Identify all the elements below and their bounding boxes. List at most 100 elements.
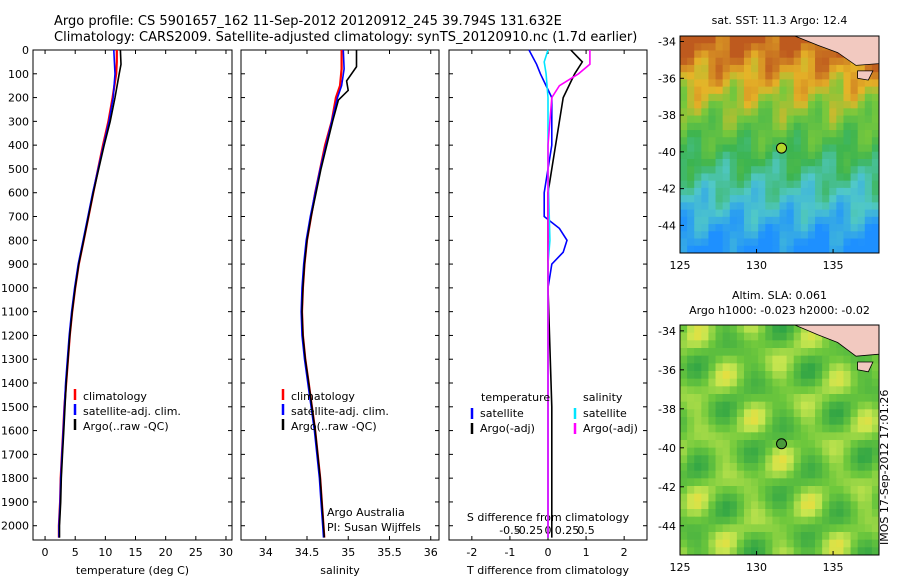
- map-cell: [743, 348, 752, 357]
- map-cell: [807, 43, 816, 52]
- map-cell: [779, 130, 788, 138]
- map-cell: [758, 386, 766, 395]
- map-cell: [772, 86, 781, 95]
- map-cell: [708, 355, 717, 364]
- map-cell: [807, 130, 816, 138]
- map-cell: [680, 231, 688, 240]
- map-cell: [701, 447, 710, 456]
- map-cell: [751, 447, 759, 456]
- map-cell: [779, 470, 788, 479]
- map-cell: [793, 245, 802, 253]
- map-cell: [758, 509, 766, 518]
- map-cell: [765, 348, 773, 357]
- map-cell: [701, 245, 710, 253]
- map-cell: [843, 401, 852, 410]
- map-cell: [772, 79, 781, 88]
- map-cell: [836, 187, 845, 196]
- map-cell: [751, 158, 759, 167]
- map-cell: [743, 202, 752, 211]
- map-cell: [800, 101, 809, 109]
- map-cell: [822, 355, 830, 364]
- map-cell: [715, 539, 724, 548]
- map-cell: [751, 122, 759, 131]
- map-cell: [765, 57, 773, 66]
- map-cell: [857, 401, 866, 410]
- map-cell: [736, 463, 745, 472]
- map-cell: [779, 209, 788, 218]
- map-cell: [736, 245, 745, 253]
- map-cell: [701, 166, 710, 175]
- map-cell: [751, 478, 759, 487]
- map-cell: [807, 340, 816, 349]
- map-cell: [800, 332, 809, 341]
- map-cell: [815, 394, 823, 403]
- map-cell: [871, 501, 879, 510]
- map-cell: [815, 101, 823, 109]
- map-cell: [680, 332, 688, 341]
- map-cell: [708, 509, 717, 518]
- map-cell: [715, 36, 724, 44]
- map-cell: [772, 447, 781, 456]
- map-cell: [786, 325, 795, 334]
- map-cell: [836, 130, 845, 138]
- map-cell: [701, 340, 710, 349]
- map-cell: [687, 158, 695, 167]
- map-cell: [715, 371, 724, 380]
- map-cell: [779, 524, 788, 533]
- sla-map-frame: [679, 324, 880, 556]
- map-cell: [836, 166, 845, 175]
- map-cell: [722, 463, 731, 472]
- map-cell: [822, 202, 830, 211]
- map-cell: [743, 238, 752, 247]
- map-cell: [765, 144, 773, 153]
- map-cell: [687, 348, 695, 357]
- map-cell: [772, 363, 781, 372]
- map-cell: [793, 64, 802, 73]
- map-cell: [864, 355, 873, 364]
- map-cell: [807, 401, 816, 410]
- map-cell: [807, 122, 816, 131]
- map-cell: [751, 130, 759, 138]
- map-cell: [680, 470, 688, 479]
- map-cell: [708, 501, 717, 510]
- map-cell: [829, 424, 837, 433]
- map-cell: [829, 509, 837, 518]
- map-cell: [822, 101, 830, 109]
- map-cell: [694, 108, 702, 117]
- map-cell: [822, 79, 830, 88]
- map-cell: [822, 50, 830, 59]
- map-cell: [871, 122, 879, 131]
- map-cell: [687, 447, 695, 456]
- map-cell: [694, 79, 702, 88]
- map-cell: [836, 463, 845, 472]
- map-cell: [701, 524, 710, 533]
- map-cell: [871, 173, 879, 182]
- map-cell: [786, 151, 795, 160]
- map-cell: [708, 432, 717, 441]
- map-cell: [680, 108, 688, 117]
- map-cell: [687, 394, 695, 403]
- map-cell: [857, 209, 866, 218]
- map-cell: [687, 231, 695, 240]
- map-cell: [736, 187, 745, 196]
- map-cell: [822, 524, 830, 533]
- map-cell: [743, 516, 752, 525]
- map-cell: [864, 455, 873, 464]
- map-cell: [836, 209, 845, 218]
- series-line: [547, 50, 591, 538]
- map-cell: [772, 231, 781, 240]
- map-cell: [758, 440, 766, 449]
- map-cell: [871, 424, 879, 433]
- map-cell: [751, 348, 759, 357]
- map-cell: [822, 86, 830, 95]
- map-cell: [807, 463, 816, 472]
- map-cell: [765, 547, 773, 555]
- map-cell: [758, 539, 766, 548]
- map-cell: [864, 195, 873, 203]
- map-cell: [807, 195, 816, 203]
- map-cell: [729, 79, 738, 88]
- map-cell: [751, 417, 759, 426]
- map-cell: [729, 245, 738, 253]
- map-cell: [836, 115, 845, 124]
- map-cell: [701, 325, 710, 334]
